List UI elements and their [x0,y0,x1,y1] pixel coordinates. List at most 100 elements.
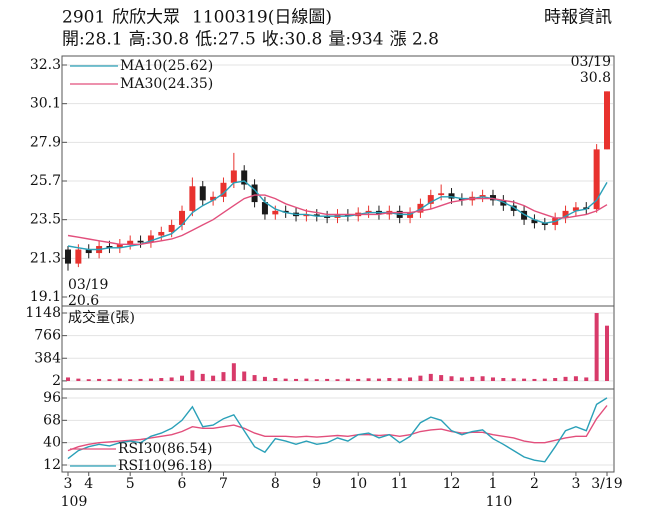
volume-bar [439,375,444,381]
y-tick-label: 27.9 [30,134,61,150]
line [67,194,608,245]
candle-body [531,219,538,224]
y-tick-label: 96 [43,390,61,406]
volume-bar [459,377,464,381]
volume-bar [605,325,609,381]
volume-bar [553,378,558,381]
candle-body [303,214,310,217]
volume-bar [376,378,381,381]
candle-body [147,235,154,243]
x-tick-label: 3 [64,476,73,492]
quote-item: 低:27.5 [195,30,256,50]
y-tick-label: 23.5 [30,212,61,228]
volume-bar [480,376,485,381]
x-tick-label: 5 [126,476,135,492]
candle-body [448,193,455,199]
volume-bar [594,313,599,381]
volume-bar [304,378,309,381]
y-tick-label: 766 [34,328,61,344]
stock-code: 2901 [62,8,105,28]
candle-body [75,249,82,264]
volume-bar [180,375,185,381]
candle-body [261,202,268,215]
candle-body [407,212,414,218]
annotation-value: 30.8 [580,70,611,86]
y-tick-label: 30.1 [30,96,61,112]
volume-bar [283,378,288,381]
volume-bar [511,378,516,381]
volume-bar [128,379,133,381]
candle-body [313,214,320,217]
volume-bar [542,378,547,381]
candle-body [438,193,445,196]
candle-body [479,195,486,197]
legend-label: RSI10(96.18) [118,458,212,474]
volume-bar [449,376,454,381]
volume-bar [231,363,236,381]
volume-bar [418,375,423,381]
volume-bar [325,378,330,381]
candle-body [65,249,71,264]
legend-label: MA10(25.62) [120,58,213,74]
volume-bar [408,377,413,381]
volume-bar [138,378,143,381]
year-label: 110 [486,494,513,510]
volume-bar [501,378,506,381]
x-tick-label: 8 [271,476,280,492]
y-tick-label: 21.3 [30,250,61,266]
x-tick-label: 4 [84,476,93,492]
y-tick-label: 68 [43,412,61,428]
annotation-value: 20.6 [68,293,99,309]
candle-body [521,210,528,220]
x-tick-label: 12 [443,476,461,492]
candle-body [116,244,123,248]
volume-bar [273,378,278,381]
x-tick-label: 6 [178,476,187,492]
y-tick-label: 19.1 [30,289,61,305]
volume-bar [200,373,205,381]
volume-bar [86,379,91,381]
volume-bar [356,378,361,381]
volume-bar [397,378,402,381]
quote-item: 量:934 [328,30,383,50]
volume-bar [117,378,122,381]
volume-bar [428,373,433,381]
candle-body [251,184,258,203]
candle-body [106,246,113,248]
candle-body [324,216,331,218]
candle-body [365,210,372,213]
volume-bar [148,378,153,381]
candle-body [272,210,279,215]
volume-bar [335,379,340,381]
candle-body [220,182,227,197]
stock-name: 欣欣大眾 [112,8,180,28]
candle-body [189,186,196,211]
line [67,397,608,463]
volume-bar [159,378,164,381]
volume-bar [169,377,174,381]
volume-bar [573,376,578,381]
volume-bar [76,378,81,381]
rsi-panel [61,388,615,473]
legend-label: MA30(24.35) [120,76,213,92]
candle-body [199,186,206,201]
annotation-date: 03/19 [68,277,108,293]
x-tick-label: 7 [219,476,228,492]
volume-bar [345,378,350,381]
quote-item: 開:28.1 [62,30,123,50]
candle-body [572,207,579,211]
candle-body [282,210,289,213]
candle-body [230,170,237,183]
y-tick-label: 1148 [25,305,61,321]
candle-body [179,210,186,225]
y-tick-label: 2 [52,373,61,389]
candle-body [85,249,92,254]
volume-bar [221,372,226,381]
volume-bar [366,378,371,381]
line [67,180,608,251]
candle-body [168,224,175,232]
candle-body [541,223,548,225]
volume-bar [97,378,102,381]
volume-bar [242,371,247,381]
volume-bar [522,378,527,381]
